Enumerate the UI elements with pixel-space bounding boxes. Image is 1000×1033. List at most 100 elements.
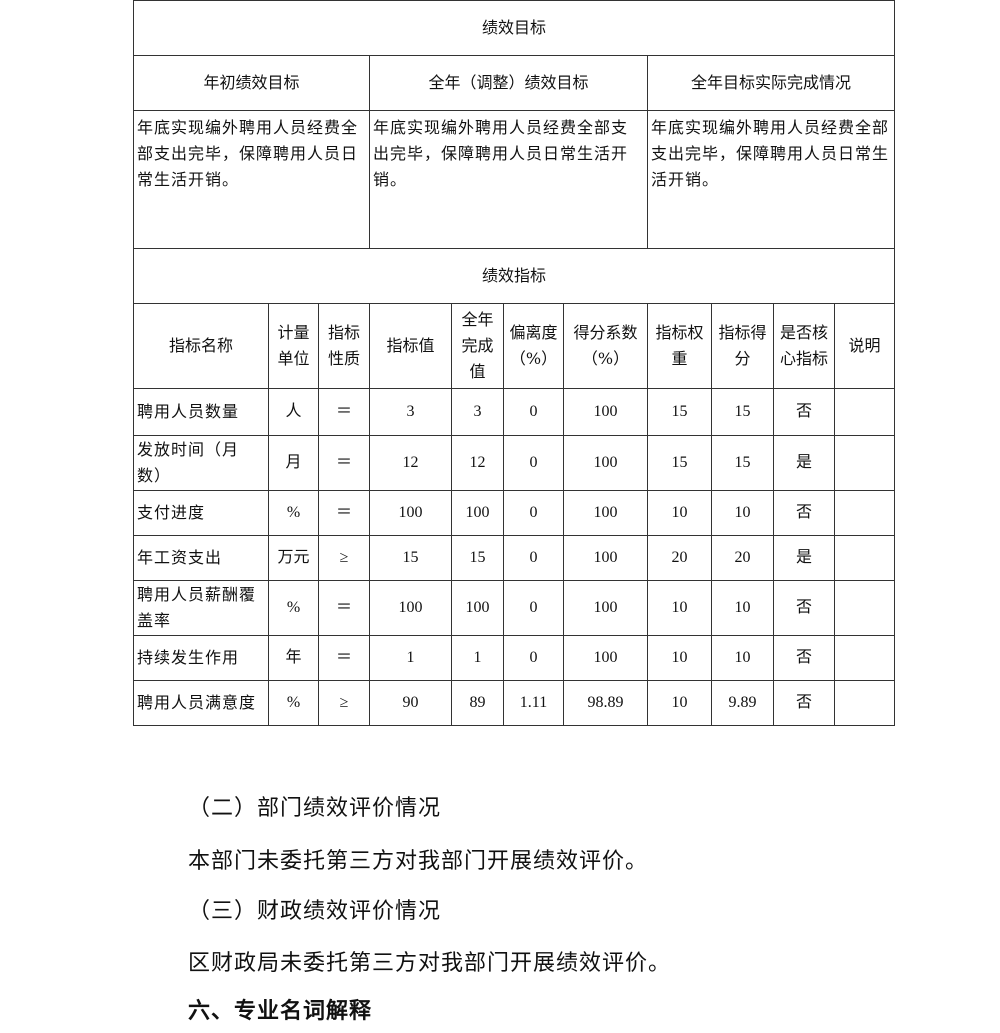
indicator-value-cell: 1.11 bbox=[503, 680, 564, 726]
table-row: 发放时间（月数）月＝ 12 12 0 100 15 15 是 bbox=[133, 435, 896, 491]
indicator-value-cell: 否 bbox=[773, 680, 835, 726]
heading-department-evaluation: （二）部门绩效评价情况 bbox=[188, 796, 442, 821]
indicator-value-cell bbox=[833, 635, 896, 681]
table-row: 聘用人员满意度% ≥90 89 1.11 98.89 10 9.89 否 bbox=[133, 680, 896, 726]
table-row: 聘用人员薪酬覆盖率% ＝ 100 100 0 100 10 10 否 bbox=[133, 580, 896, 636]
indicator-value-cell bbox=[833, 535, 896, 581]
indicator-value-cell bbox=[833, 580, 896, 636]
goal-header-adjusted: 全年（调整）绩效目标 bbox=[369, 55, 648, 111]
indicator-value-cell: 100 bbox=[563, 535, 648, 581]
indicator-value-cell: 100 bbox=[563, 490, 648, 536]
indicator-value-cell: 20 bbox=[711, 535, 774, 581]
paragraph-finance-evaluation: 区财政局未委托第三方对我部门开展绩效评价。 bbox=[188, 951, 672, 976]
indicator-name-cell: 年工资支出 bbox=[133, 535, 269, 581]
indicator-value-cell: 1 bbox=[451, 635, 504, 681]
indicator-header-row: 指标名称 计量单位 指标性质 指标值 全年完成值 偏离度（%） 得分系数（%） 指标权重 指标得… bbox=[133, 303, 896, 389]
indicator-value-cell: 月 bbox=[268, 435, 319, 491]
indicator-value-cell: 15 bbox=[647, 435, 712, 491]
indicator-value-cell: 10 bbox=[711, 580, 774, 636]
indicator-name-cell: 聘用人员数量 bbox=[133, 388, 269, 436]
indicator-value-cell: 15 bbox=[647, 388, 712, 436]
indicator-value-cell: 100 bbox=[563, 388, 648, 436]
indicator-header-cell: 指标权重 bbox=[647, 303, 712, 389]
indicator-value-cell: 100 bbox=[563, 435, 648, 491]
indicator-value-cell: 10 bbox=[647, 635, 712, 681]
indicator-name-cell: 发放时间（月数） bbox=[133, 435, 269, 491]
goal-actual: 年底实现编外聘用人员经费全部支出完毕，保障聘用人员日常生活开销。 bbox=[646, 110, 896, 249]
indicator-value-cell: 人 bbox=[268, 388, 319, 436]
paragraph-department-evaluation: 本部门未委托第三方对我部门开展绩效评价。 bbox=[188, 849, 649, 874]
indicator-name-cell: 聘用人员满意度 bbox=[133, 680, 269, 726]
indicator-value-cell: 3 bbox=[451, 388, 504, 436]
indicator-value-cell: 9.89 bbox=[711, 680, 774, 726]
indicator-value-cell: 100 bbox=[563, 580, 648, 636]
indicator-value-cell: 年 bbox=[268, 635, 319, 681]
indicator-value-cell: 15 bbox=[369, 535, 452, 581]
goal-adjusted: 年底实现编外聘用人员经费全部支出完毕，保障聘用人员日常生活开销。 bbox=[369, 110, 648, 249]
indicator-value-cell: ＝ bbox=[318, 388, 370, 436]
indicator-value-cell: 0 bbox=[503, 490, 564, 536]
indicator-name-cell: 持续发生作用 bbox=[133, 635, 269, 681]
indicator-value-cell: ≥ bbox=[318, 535, 370, 581]
indicator-value-cell: 0 bbox=[503, 388, 564, 436]
indicator-header-cell: 全年完成值 bbox=[451, 303, 504, 389]
indicator-value-cell: 100 bbox=[563, 635, 648, 681]
indicator-section-title: 绩效指标 bbox=[132, 248, 896, 304]
indicator-value-cell: 10 bbox=[647, 490, 712, 536]
indicator-value-cell: 是 bbox=[773, 535, 835, 581]
indicator-header-cell: 指标名称 bbox=[133, 303, 269, 389]
indicator-value-cell: 100 bbox=[369, 490, 452, 536]
indicator-value-cell: ＝ bbox=[318, 490, 370, 536]
indicator-value-cell: 12 bbox=[369, 435, 452, 491]
indicator-value-cell: 12 bbox=[451, 435, 504, 491]
indicator-header-cell: 偏离度（%） bbox=[503, 303, 564, 389]
indicator-value-cell: 否 bbox=[773, 635, 835, 681]
indicator-value-cell: 否 bbox=[773, 580, 835, 636]
indicator-value-cell: 89 bbox=[451, 680, 504, 726]
indicator-value-cell: 3 bbox=[369, 388, 452, 436]
indicator-value-cell: 98.89 bbox=[563, 680, 648, 726]
indicator-value-cell: 15 bbox=[711, 388, 774, 436]
indicator-value-cell: 10 bbox=[647, 580, 712, 636]
indicator-name-cell: 支付进度 bbox=[133, 490, 269, 536]
indicator-value-cell: ＝ bbox=[318, 580, 370, 636]
indicator-value-cell: 10 bbox=[647, 680, 712, 726]
indicator-value-cell: 100 bbox=[451, 580, 504, 636]
indicator-value-cell: 0 bbox=[503, 435, 564, 491]
heading-finance-evaluation: （三）财政绩效评价情况 bbox=[188, 899, 442, 924]
table-row: 聘用人员数量人＝ 3 3 0 100 15 15 否 bbox=[133, 388, 896, 436]
indicator-value-cell: % bbox=[268, 490, 319, 536]
indicator-value-cell: 15 bbox=[451, 535, 504, 581]
indicator-value-cell: 15 bbox=[711, 435, 774, 491]
performance-table: 绩效目标 年初绩效目标 全年（调整）绩效目标 全年目标实际完成情况 年底实现编外… bbox=[132, 0, 896, 726]
indicator-value-cell: 否 bbox=[773, 490, 835, 536]
indicator-value-cell: 是 bbox=[773, 435, 835, 491]
indicator-value-cell: 100 bbox=[369, 580, 452, 636]
goal-initial: 年底实现编外聘用人员经费全部支出完毕，保障聘用人员日常生活开销。 bbox=[133, 110, 370, 249]
indicator-value-cell: 90 bbox=[369, 680, 452, 726]
indicator-value-cell: 否 bbox=[773, 388, 835, 436]
indicator-value-cell: 10 bbox=[711, 635, 774, 681]
table-row: 支付进度% ＝ 100 100 0 100 10 10 否 bbox=[133, 490, 896, 536]
indicator-value-cell: ≥ bbox=[318, 680, 370, 726]
indicator-value-cell: ＝ bbox=[318, 635, 370, 681]
indicator-value-cell: 万元 bbox=[268, 535, 319, 581]
indicator-value-cell: 0 bbox=[503, 580, 564, 636]
indicator-value-cell: 0 bbox=[503, 635, 564, 681]
indicator-value-cell: % bbox=[268, 680, 319, 726]
goal-header-initial: 年初绩效目标 bbox=[133, 55, 370, 111]
indicator-header-cell: 是否核心指标 bbox=[773, 303, 835, 389]
indicator-value-cell bbox=[833, 680, 896, 726]
indicator-value-cell: 1 bbox=[369, 635, 452, 681]
table-row: 年工资支出 万元 ≥15 15 0 100 20 20 是 bbox=[133, 535, 896, 581]
indicator-header-cell: 指标得分 bbox=[711, 303, 774, 389]
indicator-value-cell: 100 bbox=[451, 490, 504, 536]
goal-header-actual: 全年目标实际完成情况 bbox=[646, 55, 896, 111]
indicator-header-cell: 计量单位 bbox=[268, 303, 319, 389]
indicator-header-cell: 指标值 bbox=[369, 303, 452, 389]
indicator-name-cell: 聘用人员薪酬覆盖率 bbox=[133, 580, 269, 636]
indicator-value-cell: 0 bbox=[503, 535, 564, 581]
heading-terms: 六、专业名词解释 bbox=[188, 998, 373, 1024]
indicator-header-cell: 指标性质 bbox=[318, 303, 370, 389]
indicator-header-cell: 得分系数（%） bbox=[563, 303, 648, 389]
